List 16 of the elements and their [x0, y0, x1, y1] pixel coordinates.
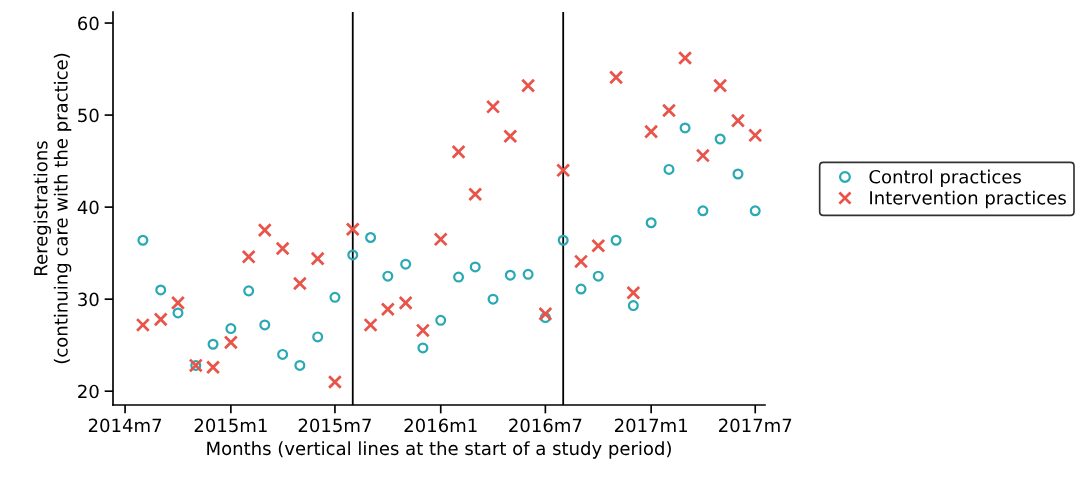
- legend-label: Intervention practices: [870, 190, 1066, 209]
- x-tick-label: 2017m7: [719, 418, 792, 433]
- x-axis-title: Months (vertical lines at the start of a study period): [207, 441, 671, 459]
- y-axis-title: Reregistrations (continuing care with the practice): [33, 53, 72, 364]
- y-tick-label: 50: [78, 108, 99, 123]
- x-tick-label: 2017m1: [614, 418, 687, 433]
- y-tick-label: 30: [78, 292, 99, 307]
- legend-label: Control practices: [869, 169, 1021, 188]
- x-tick-label: 2016m1: [404, 418, 477, 433]
- y-tick-label: 20: [78, 384, 99, 399]
- x-tick-label: 2015m1: [194, 418, 267, 433]
- y-tick-label: 60: [78, 16, 99, 31]
- x-tick-label: 2015m7: [298, 418, 371, 433]
- y-tick-label: 40: [77, 200, 99, 215]
- x-tick-label: 2016m7: [509, 418, 582, 433]
- x-tick-label: 2014m7: [88, 418, 162, 433]
